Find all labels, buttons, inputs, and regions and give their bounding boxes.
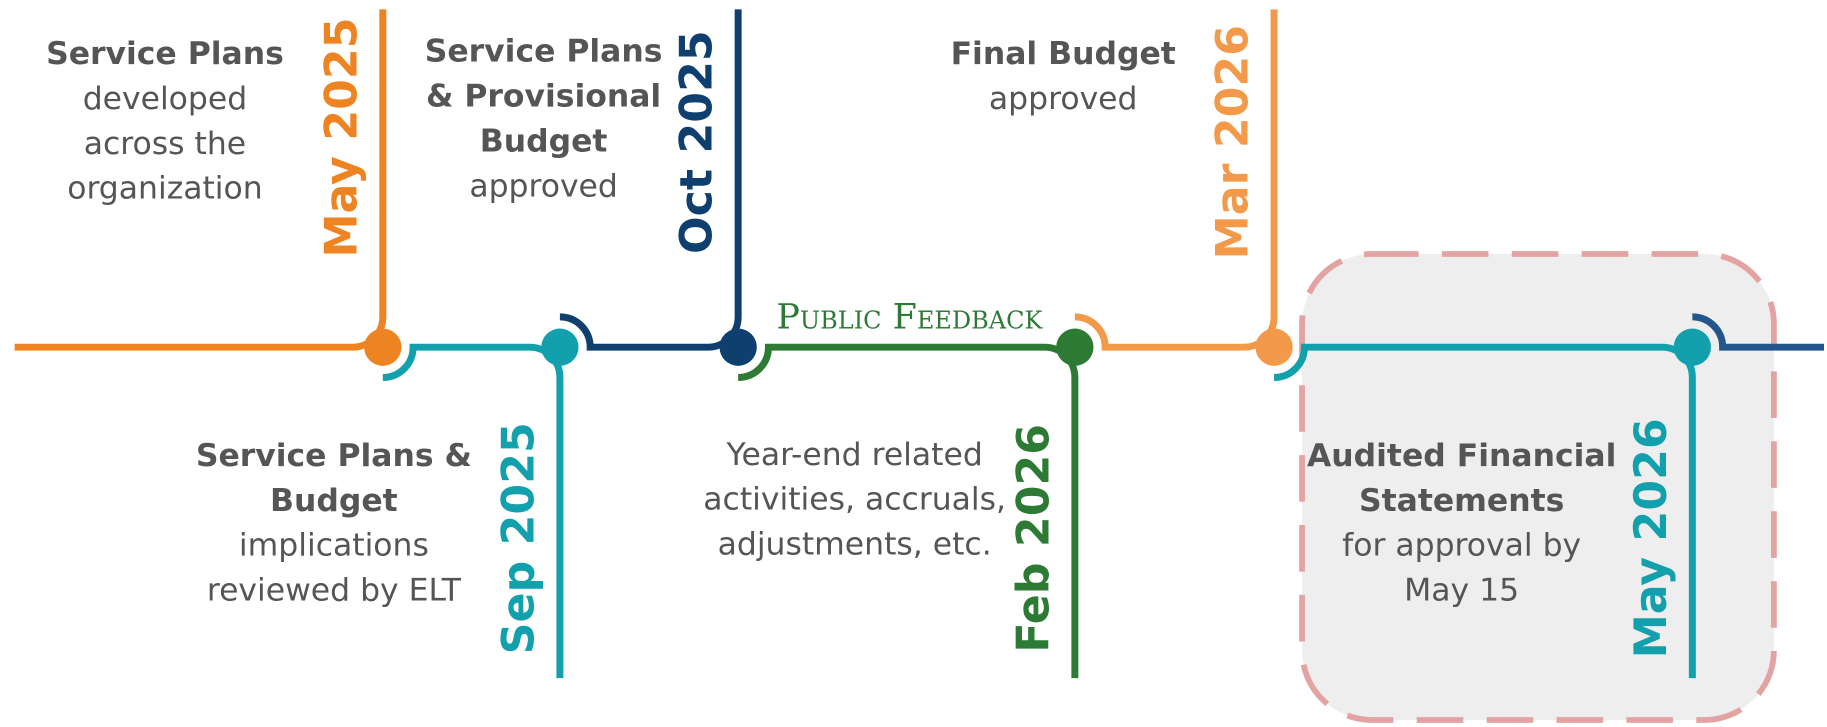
milestone-date: May 2026: [1626, 418, 1677, 658]
milestone-text: Year-end related: [726, 437, 983, 473]
timeline-segment: [1692, 313, 1824, 351]
milestone-title: Service Plans: [46, 36, 284, 72]
milestone-date: Sep 2025: [493, 422, 544, 654]
milestone-text: adjustments, etc.: [718, 527, 992, 563]
milestone-text: developed: [83, 81, 247, 117]
milestone-title: & Provisional: [426, 79, 661, 115]
milestone-title: Service Plans &: [196, 438, 472, 474]
milestone-title: Service Plans: [425, 34, 663, 70]
milestone-date: Mar 2026: [1208, 25, 1259, 259]
milestone-title: Audited Financial: [1307, 438, 1616, 474]
milestone-date: Feb 2026: [1008, 424, 1059, 653]
timeline-segment: [1273, 343, 1696, 679]
milestone-text: May 15: [1404, 573, 1519, 609]
milestone-text: reviewed by ELT: [207, 573, 462, 609]
milestone-dot: [1056, 328, 1094, 366]
milestone-dot: [1255, 328, 1293, 366]
timeline-segment: [382, 343, 564, 679]
timeline-segment: [1074, 9, 1278, 351]
milestone-text: for approval by: [1342, 528, 1581, 564]
milestone-title: Final Budget: [951, 36, 1176, 72]
milestone-title: Statements: [1359, 483, 1564, 519]
milestone-dot: [364, 328, 402, 366]
milestone-dot: [541, 328, 579, 366]
milestone-text: across the: [84, 126, 246, 162]
feedback-label: Public Feedback: [776, 298, 1043, 338]
milestone-text: approved: [469, 168, 618, 204]
milestone-date: Oct 2025: [672, 30, 723, 254]
timeline-segment: [559, 9, 742, 351]
milestone-text: approved: [989, 81, 1138, 117]
highlight-box: [1299, 251, 1777, 723]
milestone-dot: [1673, 328, 1711, 366]
milestone-text: organization: [67, 171, 262, 207]
milestone-text: activities, accruals,: [703, 482, 1006, 518]
milestone-date: May 2025: [316, 17, 367, 257]
milestone-text: implications: [239, 528, 429, 564]
timeline-segment: [737, 343, 1079, 679]
milestone-title: Budget: [270, 483, 398, 519]
milestone-title: Budget: [480, 123, 608, 159]
milestone-dot: [719, 328, 757, 366]
